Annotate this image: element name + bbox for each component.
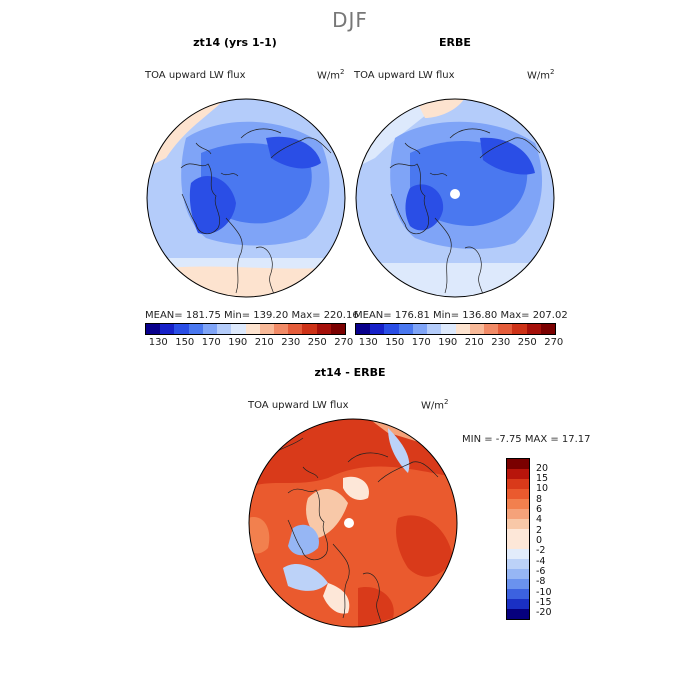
tick-label: 270: [334, 337, 354, 348]
colorbar-swatch: [160, 324, 175, 334]
diff-colorbar-swatch: [507, 469, 529, 479]
diff-level-label: 0: [536, 535, 543, 546]
diff-title: zt14 - ERBE: [314, 366, 386, 379]
diff-colorbar-swatch: [507, 579, 529, 589]
panel-title-model: zt14 (yrs 1-1): [193, 36, 277, 49]
diff-level-label: -4: [536, 556, 546, 567]
diff-level-label: 8: [536, 494, 543, 505]
colorbar-swatch: [188, 324, 203, 334]
polar-map-diff: [248, 418, 458, 628]
colorbar-swatch: [370, 324, 385, 334]
diff-colorbar-swatch: [507, 599, 529, 609]
diff-colorbar-swatch: [507, 479, 529, 489]
colorbar-swatch: [441, 324, 456, 334]
diff-colorbar-swatch: [507, 589, 529, 599]
panel-variable-model: TOA upward LW flux: [145, 70, 246, 81]
colorbar-swatch: [174, 324, 189, 334]
colorbar-obs: [355, 323, 556, 335]
tick-label: 150: [385, 337, 405, 348]
polar-map-obs: [355, 98, 555, 298]
diff-level-label: -10: [536, 587, 552, 598]
season-title: DJF: [332, 8, 368, 32]
tick-label: 230: [491, 337, 511, 348]
diff-colorbar-swatch: [507, 459, 529, 469]
tick-label: 190: [438, 337, 458, 348]
diff-variable: TOA upward LW flux: [248, 400, 349, 411]
diff-colorbar-swatch: [507, 609, 529, 619]
diff-level-label: 6: [536, 504, 543, 515]
panel-variable-obs: TOA upward LW flux: [354, 70, 455, 81]
tick-label: 170: [201, 337, 221, 348]
colorbar-swatch: [398, 324, 413, 334]
colorbar-swatch: [231, 324, 246, 334]
diff-colorbar-swatch: [507, 549, 529, 559]
colorbar-swatch: [259, 324, 274, 334]
colorbar-swatch: [469, 324, 484, 334]
tick-label: 250: [517, 337, 537, 348]
diff-colorbar-swatch: [507, 509, 529, 519]
colorbar-ticks-model: 130 150 170 190 210 230 250 270: [145, 337, 357, 348]
colorbar-swatch: [217, 324, 232, 334]
colorbar-swatch: [273, 324, 289, 334]
colorbar-swatch: [412, 324, 428, 334]
diff-level-label: 10: [536, 483, 549, 494]
diff-level-label: 4: [536, 514, 543, 525]
tick-label: 130: [148, 337, 168, 348]
colorbar-swatch: [245, 324, 260, 334]
diff-level-label: -20: [536, 607, 552, 618]
tick-label: 270: [544, 337, 564, 348]
diff-colorbar-swatch: [507, 519, 529, 529]
colorbar-ticks-obs: 130 150 170 190 210 230 250 270: [355, 337, 567, 348]
tick-label: 170: [411, 337, 431, 348]
diff-stats: MIN = -7.75 MAX = 17.17: [462, 434, 591, 445]
diff-colorbar-swatch: [507, 529, 529, 539]
diff-level-label: 20: [536, 463, 549, 474]
colorbar-swatch: [427, 324, 442, 334]
tick-label: 210: [254, 337, 274, 348]
diff-level-label: -8: [536, 576, 546, 587]
diff-colorbar-swatch: [507, 499, 529, 509]
colorbar-swatch: [526, 324, 541, 334]
colorbar-swatch: [356, 324, 371, 334]
colorbar-swatch: [146, 324, 161, 334]
diff-colorbar-swatch: [507, 539, 529, 549]
diff-level-label: 15: [536, 473, 549, 484]
colorbar-swatch: [455, 324, 470, 334]
diff-colorbar-swatch: [507, 569, 529, 579]
pole-hole-marker: [344, 518, 354, 528]
diff-units: W/m2: [421, 398, 449, 412]
panel-title-obs: ERBE: [439, 36, 471, 49]
panel-stats-obs: MEAN= 176.81 Min= 136.80 Max= 207.02: [354, 310, 568, 321]
pole-hole-marker: [450, 189, 460, 199]
colorbar-swatch: [540, 324, 556, 334]
tick-label: 210: [464, 337, 484, 348]
colorbar-swatch: [202, 324, 218, 334]
tick-label: 250: [307, 337, 327, 348]
colorbar-swatch: [512, 324, 527, 334]
panel-units-obs: W/m2: [527, 68, 555, 82]
colorbar-swatch: [498, 324, 513, 334]
diff-colorbar: [506, 458, 530, 620]
colorbar-model: [145, 323, 346, 335]
tick-label: 190: [228, 337, 248, 348]
panel-units-model: W/m2: [317, 68, 345, 82]
tick-label: 150: [175, 337, 195, 348]
diff-level-label: -6: [536, 566, 546, 577]
diff-level-label: 2: [536, 525, 543, 536]
panel-stats-model: MEAN= 181.75 Min= 139.20 Max= 220.16: [145, 310, 359, 321]
colorbar-swatch: [302, 324, 317, 334]
colorbar-swatch: [330, 324, 346, 334]
tick-label: 130: [358, 337, 378, 348]
diff-colorbar-swatch: [507, 559, 529, 569]
colorbar-swatch: [483, 324, 499, 334]
diff-level-label: -2: [536, 545, 546, 556]
diff-colorbar-swatch: [507, 489, 529, 499]
colorbar-swatch: [384, 324, 399, 334]
tick-label: 230: [281, 337, 301, 348]
colorbar-swatch: [316, 324, 331, 334]
colorbar-swatch: [288, 324, 303, 334]
polar-map-model: [146, 98, 346, 298]
diff-level-label: -15: [536, 597, 552, 608]
